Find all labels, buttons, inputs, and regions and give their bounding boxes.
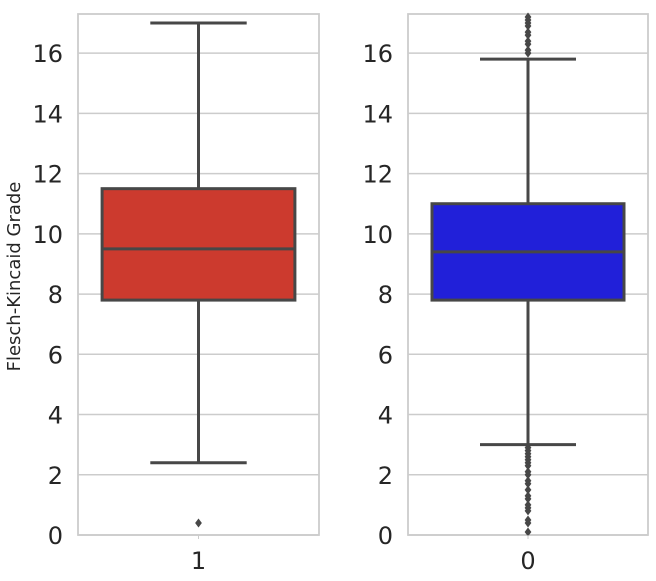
outlier-point xyxy=(524,45,532,55)
y-tick-label: 2 xyxy=(378,462,393,490)
y-tick-label: 14 xyxy=(32,100,63,128)
y-tick-label: 10 xyxy=(32,221,63,249)
x-tick-label: 1 xyxy=(191,547,206,575)
y-tick-label: 8 xyxy=(48,281,63,309)
iqr-box xyxy=(100,187,297,302)
y-tick-label: 16 xyxy=(362,40,393,68)
outlier-point xyxy=(524,467,532,477)
y-tick-label: 2 xyxy=(48,462,63,490)
y-axis-label: Flesch-Kincaid Grade xyxy=(4,182,25,372)
outlier-point xyxy=(524,27,532,37)
y-tick-label: 6 xyxy=(378,341,393,369)
y-tick-label: 4 xyxy=(48,402,63,430)
chart-panel-1: 0 2 4 6 8 10 12 14 16 Flesch-Kincaid Grade 1 xyxy=(4,13,320,575)
outlier-point xyxy=(524,500,532,510)
outlier-point xyxy=(524,485,532,495)
x-tick-label: 0 xyxy=(520,547,535,575)
y-tick-label: 14 xyxy=(362,100,393,128)
y-tick-label: 12 xyxy=(32,161,63,189)
outlier-point xyxy=(524,12,532,22)
y-tick-label: 6 xyxy=(48,341,63,369)
y-tick-label: 0 xyxy=(48,522,63,550)
y-tick-label: 16 xyxy=(32,40,63,68)
outlier-point xyxy=(524,443,532,453)
y-tick-label: 10 xyxy=(362,221,393,249)
y-tick-label: 12 xyxy=(362,161,393,189)
outlier-point xyxy=(524,515,532,525)
outlier-point xyxy=(524,527,532,537)
chart-panel-2: 0 2 4 6 8 10 12 14 16 0 xyxy=(362,12,649,575)
outlier-point xyxy=(195,518,202,528)
y-tick-label: 4 xyxy=(378,402,393,430)
outlier-point xyxy=(524,491,532,501)
outlier-point xyxy=(524,476,532,486)
y-tick-label: 0 xyxy=(378,522,393,550)
outlier-point xyxy=(524,36,532,46)
y-tick-label: 8 xyxy=(378,281,393,309)
